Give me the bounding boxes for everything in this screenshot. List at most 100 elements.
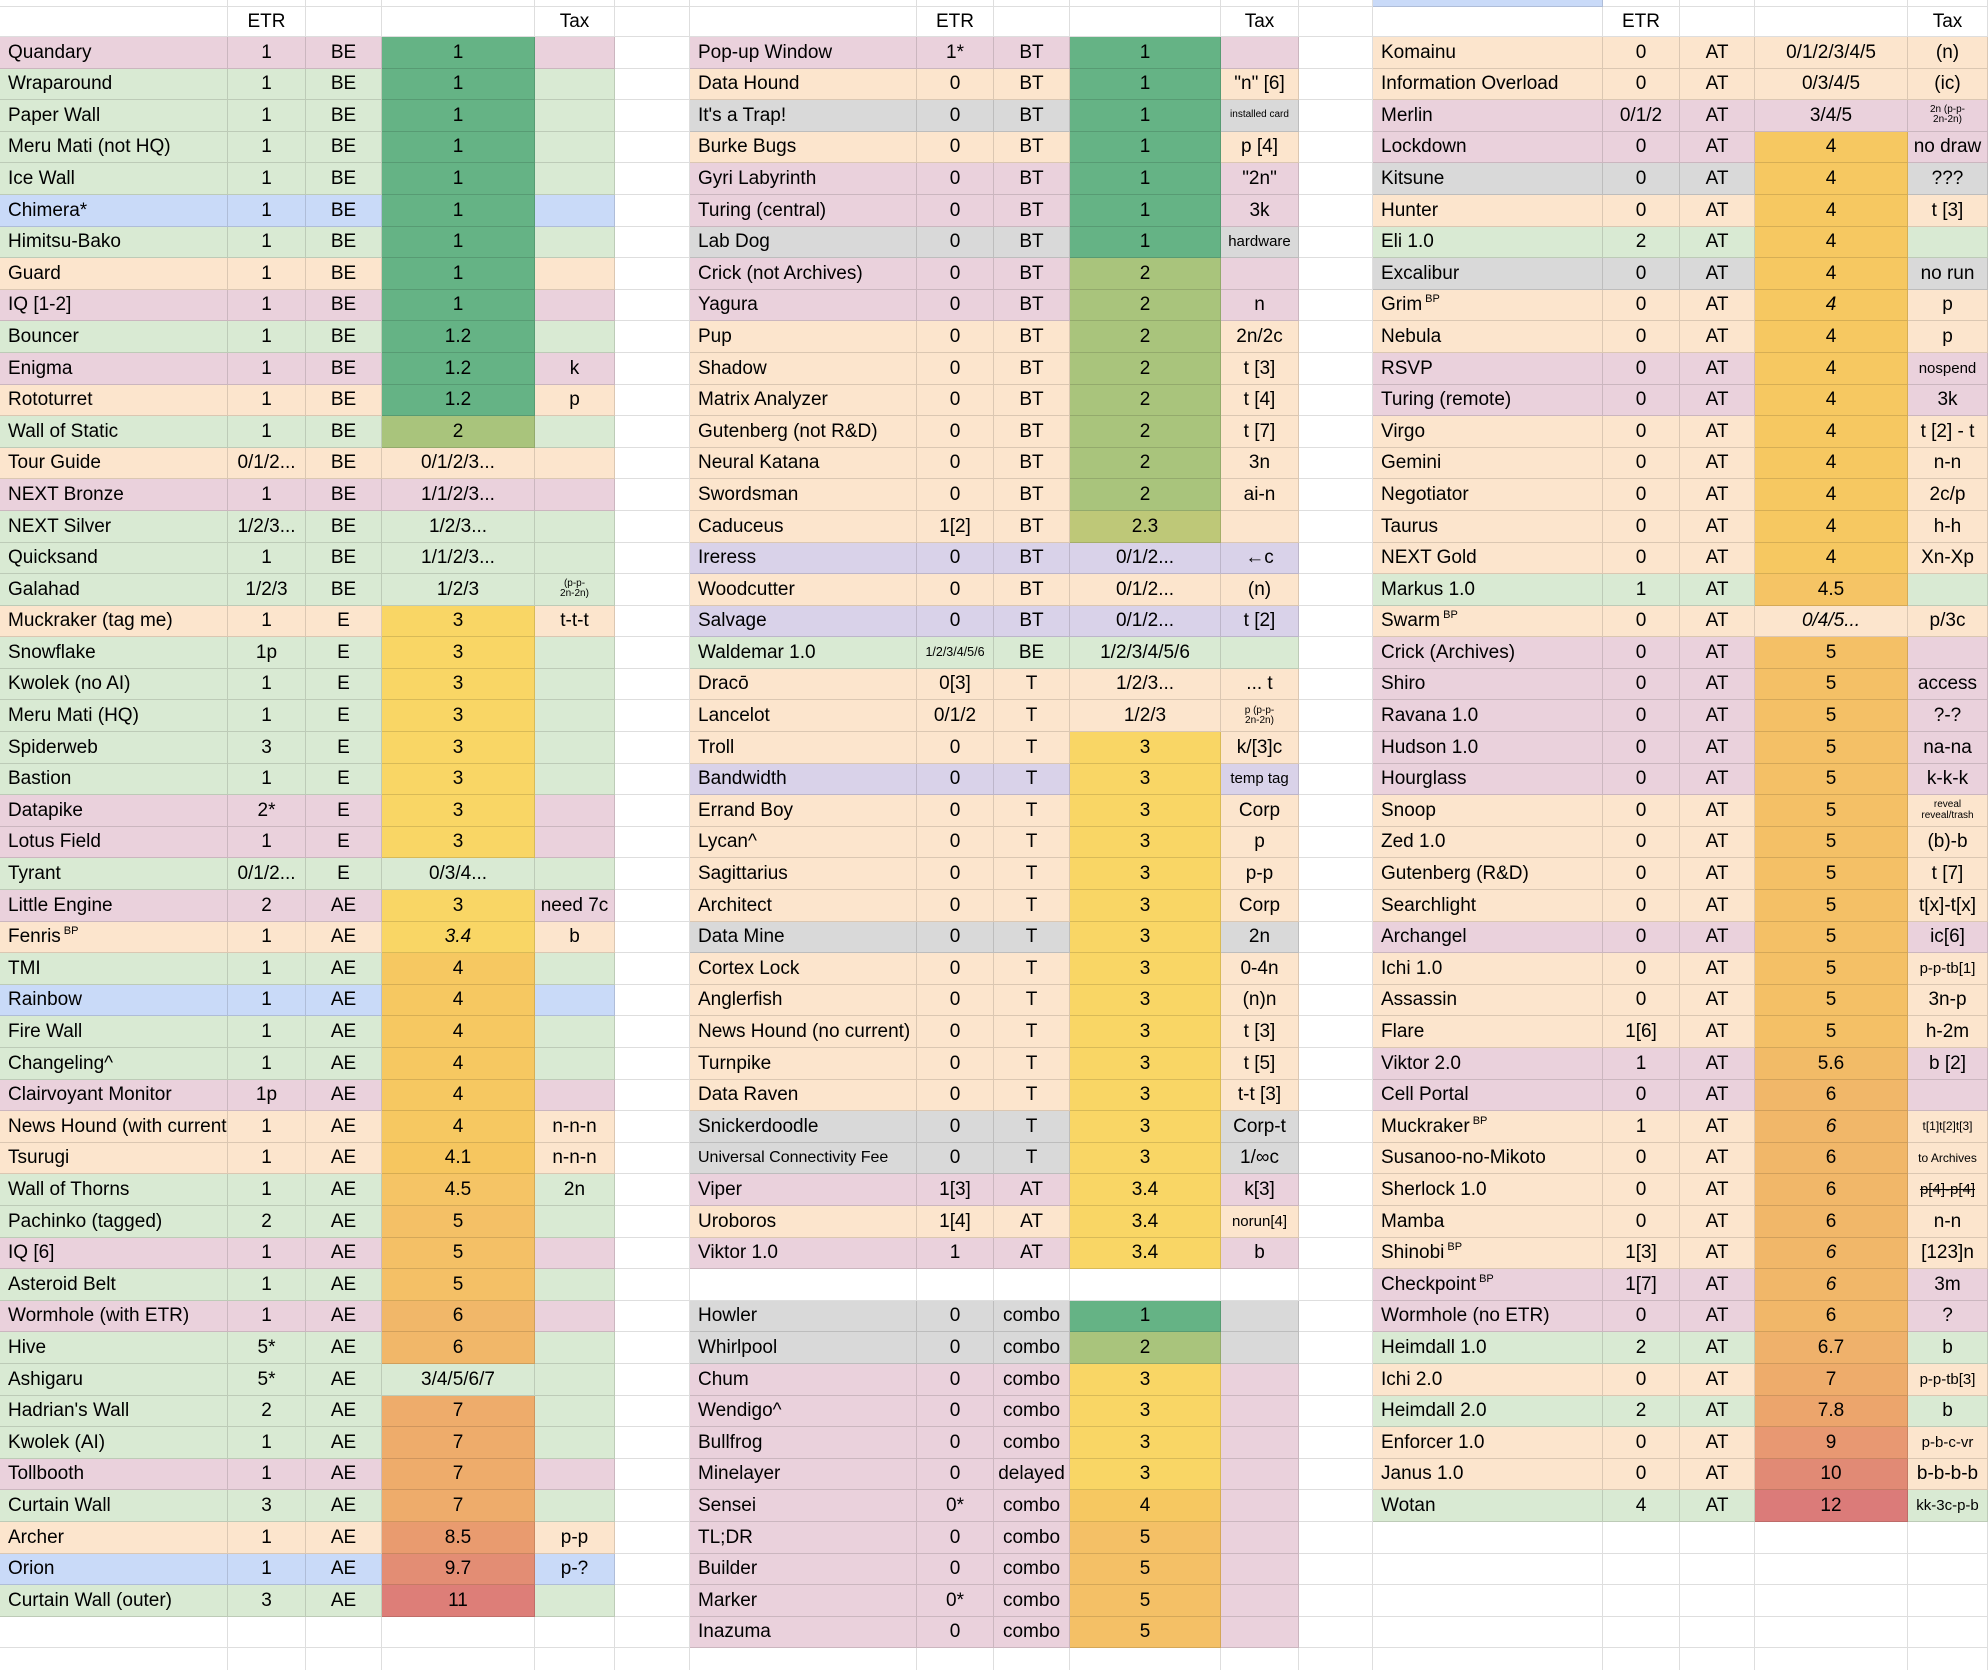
cell-name[interactable]: Troll [690, 732, 917, 764]
cell-value[interactable]: 3.4 [1070, 1174, 1221, 1206]
cell-etr[interactable]: 0 [1603, 68, 1680, 101]
cell-value[interactable]: 5 [382, 1205, 535, 1238]
cell-name[interactable]: Shiro [1373, 668, 1603, 701]
cell-type[interactable]: AE [306, 1174, 382, 1206]
cell-etr[interactable]: 1 [228, 1269, 306, 1301]
cell-value[interactable]: 4 [1755, 131, 1908, 164]
cell-blank[interactable] [917, 0, 994, 7]
cell-tax[interactable]: p/3c [1908, 605, 1988, 638]
cell-blank[interactable] [1299, 1395, 1373, 1428]
cell-type[interactable]: AE [306, 1142, 382, 1175]
cell-blank[interactable] [615, 1300, 690, 1333]
cell-blank[interactable] [1299, 447, 1373, 480]
cell-type[interactable]: AE [306, 1300, 382, 1333]
cell-name[interactable]: TMI [0, 953, 228, 985]
cell-type[interactable]: BT [994, 321, 1070, 353]
cell-type[interactable]: BT [994, 479, 1070, 511]
cell-tax[interactable]: p-b-c-vr [1908, 1427, 1988, 1459]
cell-tax[interactable]: n-n [1908, 1205, 1988, 1238]
cell-etr[interactable]: 0* [917, 1585, 994, 1617]
cell-value[interactable]: 3 [1070, 1427, 1221, 1459]
cell-blank[interactable] [1755, 7, 1908, 37]
cell-tax[interactable]: 2n [1221, 921, 1299, 954]
cell-etr[interactable]: 0 [1603, 1300, 1680, 1333]
cell-type[interactable]: AT [1680, 700, 1755, 733]
cell-blank[interactable] [1299, 1553, 1373, 1586]
cell-etr[interactable]: 0 [917, 984, 994, 1017]
cell-name[interactable]: Markus 1.0 [1373, 574, 1603, 606]
cell-value[interactable]: 3 [1070, 1048, 1221, 1080]
cell-name[interactable]: Howler [690, 1300, 917, 1333]
cell-name[interactable]: Data Mine [690, 921, 917, 954]
cell-value[interactable]: 5 [1755, 668, 1908, 701]
cell-type[interactable]: AT [1680, 352, 1755, 385]
cell-value[interactable]: 3 [1070, 1142, 1221, 1175]
cell-value[interactable]: 6 [1755, 1237, 1908, 1270]
cell-etr[interactable]: 1 [228, 100, 306, 132]
cell-type[interactable]: E [306, 637, 382, 669]
cell-blank[interactable] [994, 1269, 1070, 1301]
cell-tax[interactable]: 2c/p [1908, 479, 1988, 511]
cell-value[interactable]: 3 [1070, 890, 1221, 922]
cell-type[interactable]: AT [1680, 479, 1755, 511]
cell-value[interactable]: 5 [382, 1237, 535, 1270]
cell-etr[interactable]: 0 [1603, 763, 1680, 796]
cell-etr[interactable]: 1 [228, 1237, 306, 1270]
cell-tax[interactable] [1221, 510, 1299, 543]
cell-value[interactable]: 1/2/3... [382, 510, 535, 543]
cell-name[interactable]: Changeling^ [0, 1048, 228, 1080]
cell-etr[interactable]: 0/1/2 [1603, 100, 1680, 132]
cell-value[interactable]: 5 [1755, 700, 1908, 733]
cell-etr[interactable]: 1 [228, 542, 306, 575]
cell-blank[interactable] [1299, 795, 1373, 827]
cell-etr[interactable]: 0[3] [917, 668, 994, 701]
cell-type[interactable]: BE [306, 289, 382, 322]
cell-tax[interactable]: h-h [1908, 510, 1988, 543]
cell-blank[interactable] [1299, 0, 1373, 7]
cell-blank[interactable] [615, 1205, 690, 1238]
cell-value[interactable]: 1.2 [382, 321, 535, 353]
cell-type[interactable]: AT [1680, 1363, 1755, 1396]
cell-type[interactable]: BE [306, 68, 382, 101]
cell-type[interactable]: AT [1680, 68, 1755, 101]
cell-etr[interactable]: 1 [228, 1427, 306, 1459]
cell-blank[interactable] [615, 1142, 690, 1175]
cell-tax[interactable]: to Archives [1908, 1142, 1988, 1175]
cell-etr[interactable]: 1 [228, 953, 306, 985]
cell-tax[interactable] [535, 1395, 615, 1428]
cell-type[interactable]: AT [1680, 1048, 1755, 1080]
cell-value[interactable]: 3 [1070, 763, 1221, 796]
cell-blank[interactable] [1299, 131, 1373, 164]
cell-blank[interactable] [1299, 7, 1373, 37]
cell-value[interactable]: 7 [382, 1490, 535, 1522]
cell-etr[interactable]: 1 [228, 1521, 306, 1554]
cell-etr[interactable]: 0 [1603, 416, 1680, 448]
cell-blank[interactable] [0, 0, 228, 7]
cell-value[interactable]: 1 [382, 289, 535, 322]
cell-blank[interactable] [1299, 1616, 1373, 1649]
cell-tax[interactable] [535, 1332, 615, 1364]
cell-blank[interactable] [615, 668, 690, 701]
cell-value[interactable]: 4 [382, 1048, 535, 1080]
cell-name[interactable]: Neural Katana [690, 447, 917, 480]
cell-blank[interactable] [1299, 1490, 1373, 1522]
cell-value[interactable]: 3 [1070, 1395, 1221, 1428]
cell-value[interactable]: 1 [1070, 100, 1221, 132]
cell-name[interactable]: Archangel [1373, 921, 1603, 954]
cell-etr[interactable]: 0 [917, 1395, 994, 1428]
cell-value[interactable]: 1 [1070, 1300, 1221, 1333]
cell-type[interactable]: combo [994, 1553, 1070, 1586]
cell-etr[interactable]: 2* [228, 795, 306, 827]
cell-type[interactable]: AT [1680, 258, 1755, 290]
cell-type[interactable]: AT [1680, 826, 1755, 859]
cell-blank[interactable] [994, 1648, 1070, 1670]
cell-value[interactable]: 0/1/2... [1070, 574, 1221, 606]
cell-name[interactable]: Lotus Field [0, 826, 228, 859]
cell-etr[interactable]: 0 [917, 1111, 994, 1143]
cell-tax[interactable]: t [5] [1221, 1048, 1299, 1080]
cell-type[interactable]: T [994, 668, 1070, 701]
cell-value[interactable]: 1 [382, 226, 535, 259]
cell-type[interactable]: AE [306, 1585, 382, 1617]
cell-etr[interactable]: 1 [1603, 574, 1680, 606]
cell-blank[interactable] [1755, 1521, 1908, 1554]
